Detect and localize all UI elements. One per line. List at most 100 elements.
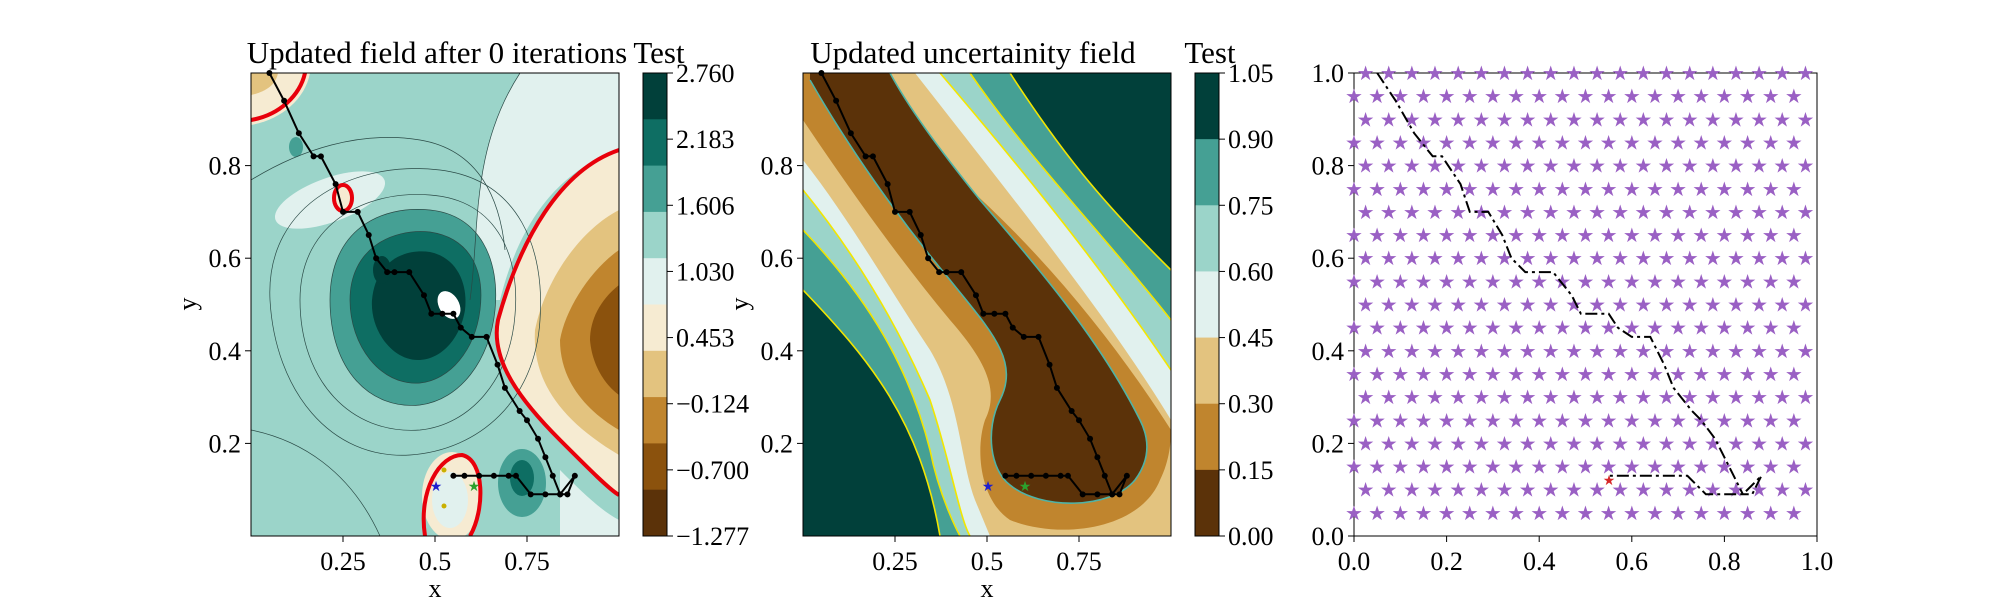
waypoint-star: ★ <box>1426 109 1444 131</box>
waypoint-star: ★ <box>1762 364 1780 386</box>
panel-uncertainty-x-ticks: 0.25 0.5 0.75 <box>872 536 1102 576</box>
waypoint-star: ★ <box>1600 457 1618 479</box>
waypoint-star: ★ <box>1773 433 1791 455</box>
path-point <box>295 130 302 137</box>
waypoint-star: ★ <box>1519 248 1537 270</box>
waypoint-star: ★ <box>1600 86 1618 108</box>
y-tick-label: 0.6 <box>209 244 242 273</box>
waypoint-star: ★ <box>1704 433 1722 455</box>
waypoint-star: ★ <box>1634 109 1652 131</box>
waypoint-star: ★ <box>1530 457 1548 479</box>
waypoint-star: ★ <box>1542 248 1560 270</box>
waypoint-star: ★ <box>1380 109 1398 131</box>
y-tick-label: 0.4 <box>1312 337 1345 366</box>
waypoint-star: ★ <box>1507 225 1525 247</box>
waypoint-star: ★ <box>1727 433 1745 455</box>
colorbar-segment <box>643 211 667 259</box>
panel-field: Updated field after 0 iterations <box>173 35 749 600</box>
panel-uncertainty-colorbar-title: Test <box>1184 35 1236 70</box>
colorbar-tick-label: 1.030 <box>676 257 735 286</box>
waypoint-star: ★ <box>1715 179 1733 201</box>
path-point <box>862 153 869 160</box>
waypoint-star: ★ <box>1345 457 1363 479</box>
waypoint-star: ★ <box>1507 179 1525 201</box>
path-point <box>1042 472 1049 479</box>
path-point <box>494 361 501 368</box>
waypoint-star: ★ <box>1785 364 1803 386</box>
waypoint-star: ★ <box>1426 248 1444 270</box>
waypoint-star: ★ <box>1368 503 1386 525</box>
waypoint-star: ★ <box>1426 202 1444 224</box>
waypoint-star: ★ <box>1391 179 1409 201</box>
waypoint-star: ★ <box>1577 364 1595 386</box>
waypoint-star: ★ <box>1426 387 1444 409</box>
colorbar-segment <box>643 119 667 167</box>
path-point <box>892 208 898 215</box>
waypoint-star: ★ <box>1704 63 1722 85</box>
y-tick-label: 0.8 <box>1312 152 1345 181</box>
path-point <box>991 310 998 317</box>
waypoint-star: ★ <box>1391 86 1409 108</box>
waypoint-star: ★ <box>1669 410 1687 432</box>
waypoint-star: ★ <box>1611 63 1629 85</box>
waypoint-star: ★ <box>1414 86 1432 108</box>
colorbar-tick-label: −0.124 <box>676 390 749 419</box>
waypoint-star: ★ <box>1762 179 1780 201</box>
waypoint-star: ★ <box>1773 202 1791 224</box>
waypoint-star: ★ <box>1750 248 1768 270</box>
path-point <box>925 255 932 262</box>
waypoint-star: ★ <box>1727 295 1745 317</box>
waypoint-star: ★ <box>1785 271 1803 293</box>
waypoint-star: ★ <box>1623 86 1641 108</box>
waypoint-star: ★ <box>1507 410 1525 432</box>
waypoint-star: ★ <box>1739 86 1757 108</box>
waypoint-star: ★ <box>1681 480 1699 502</box>
waypoint-star: ★ <box>1762 225 1780 247</box>
waypoint-star: ★ <box>1588 341 1606 363</box>
waypoint-star: ★ <box>1368 132 1386 154</box>
waypoint-star: ★ <box>1403 480 1421 502</box>
waypoint-star: ★ <box>1368 179 1386 201</box>
waypoint-star: ★ <box>1588 202 1606 224</box>
waypoint-star: ★ <box>1449 387 1467 409</box>
waypoint-star: ★ <box>1380 341 1398 363</box>
waypoint-star: ★ <box>1461 271 1479 293</box>
waypoint-star: ★ <box>1507 271 1525 293</box>
waypoint-star: ★ <box>1646 271 1664 293</box>
waypoint-star: ★ <box>1658 202 1676 224</box>
waypoint-star: ★ <box>1530 179 1548 201</box>
waypoint-star: ★ <box>1739 225 1757 247</box>
waypoint-star: ★ <box>1658 295 1676 317</box>
waypoint-star: ★ <box>1785 410 1803 432</box>
colorbar-segment <box>1195 205 1219 272</box>
panel-uncertainty-xlabel: x <box>981 574 994 600</box>
waypoint-star: ★ <box>1773 156 1791 178</box>
waypoint-star: ★ <box>1681 109 1699 131</box>
waypoint-star: ★ <box>1588 248 1606 270</box>
path-point <box>483 333 490 340</box>
waypoint-star: ★ <box>1704 248 1722 270</box>
colorbar-tick-label: 0.75 <box>1228 191 1274 220</box>
waypoint-star: ★ <box>1380 156 1398 178</box>
waypoint-star: ★ <box>1345 410 1363 432</box>
waypoint-star: ★ <box>1565 156 1583 178</box>
auv-star-blue: ★ <box>430 480 443 495</box>
waypoint-star: ★ <box>1715 271 1733 293</box>
x-tick-label: 0.5 <box>419 547 452 576</box>
waypoint-star: ★ <box>1438 271 1456 293</box>
waypoint-star: ★ <box>1577 179 1595 201</box>
x-tick-label: 1.0 <box>1801 547 1834 576</box>
waypoint-star: ★ <box>1750 433 1768 455</box>
waypoint-star: ★ <box>1496 202 1514 224</box>
waypoint-star: ★ <box>1403 63 1421 85</box>
waypoint-star: ★ <box>1368 457 1386 479</box>
path-point <box>505 472 512 479</box>
panel-field-colorbar-title: Test <box>633 35 685 70</box>
waypoint-star: ★ <box>1739 271 1757 293</box>
waypoint-star: ★ <box>1414 364 1432 386</box>
waypoint-star: ★ <box>1727 248 1745 270</box>
waypoint-star: ★ <box>1438 318 1456 340</box>
waypoint-star: ★ <box>1449 63 1467 85</box>
path-point <box>457 324 464 331</box>
x-tick-label: 0.75 <box>504 547 550 576</box>
